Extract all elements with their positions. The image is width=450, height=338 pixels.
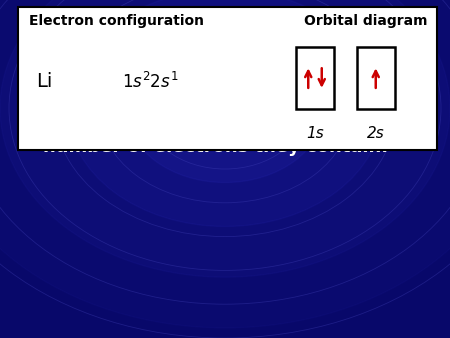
- Text: Orbital diagram: Orbital diagram: [304, 14, 428, 27]
- Text: Electron Configurations: Electron Configurations: [56, 8, 394, 35]
- Text: $1s^{2}2s^{1}$: $1s^{2}2s^{1}$: [122, 71, 178, 92]
- FancyBboxPatch shape: [356, 47, 395, 110]
- Circle shape: [0, 0, 450, 328]
- Text: 1s: 1s: [306, 126, 324, 141]
- Text: 2s: 2s: [367, 126, 385, 141]
- Text: •: •: [18, 90, 30, 110]
- Text: Write the orbital type and energy
level with superscripts for the
number of elec: Write the orbital type and energy level …: [43, 90, 388, 156]
- Circle shape: [0, 0, 450, 277]
- FancyBboxPatch shape: [18, 7, 436, 150]
- Circle shape: [126, 34, 324, 183]
- Circle shape: [68, 0, 382, 226]
- FancyBboxPatch shape: [296, 47, 334, 110]
- Text: Electron configuration: Electron configuration: [29, 14, 204, 27]
- Text: Li: Li: [36, 72, 52, 91]
